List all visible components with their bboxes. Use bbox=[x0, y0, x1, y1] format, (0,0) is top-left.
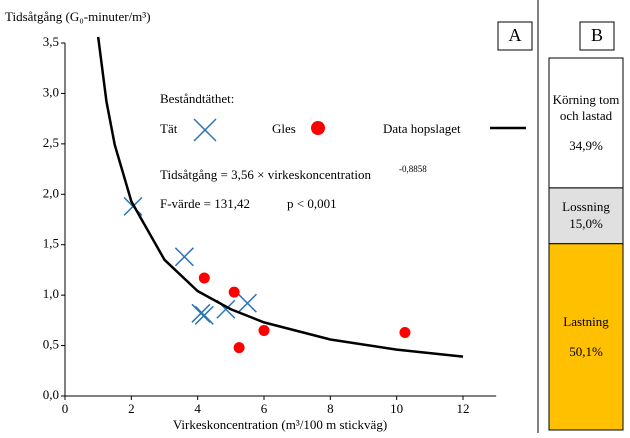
x-marker bbox=[193, 118, 217, 142]
x-stroke bbox=[193, 118, 217, 142]
panel-label: B bbox=[591, 25, 603, 45]
x-tick-label: 2 bbox=[128, 401, 135, 416]
x-tick-label: 12 bbox=[457, 401, 470, 416]
equation: Tidsåtgång = 3,56 × virkeskoncentration bbox=[160, 167, 371, 182]
dot bbox=[258, 324, 270, 336]
x-tick-label: 8 bbox=[327, 401, 334, 416]
dot bbox=[399, 326, 411, 338]
segment-text: Lossning 15,0% bbox=[549, 188, 623, 244]
bar-segment bbox=[548, 57, 624, 189]
legend-dot bbox=[311, 121, 325, 135]
legend-title: Beståndtäthet: bbox=[160, 91, 234, 106]
value-label: 34,9% bbox=[569, 138, 603, 154]
y-tick-label: 2,0 bbox=[43, 185, 59, 200]
segment-name: Körning tom och lastad bbox=[552, 91, 620, 123]
x-tick-label: 0 bbox=[62, 401, 69, 416]
x-stroke bbox=[216, 299, 236, 319]
f-value: F-värde = 131,42 bbox=[160, 196, 250, 211]
segment-text: Lastning 50,1% bbox=[549, 244, 623, 430]
y-tick-label: 0,5 bbox=[43, 337, 59, 352]
x-marker bbox=[237, 293, 257, 313]
x-marker bbox=[194, 305, 214, 325]
x-stroke bbox=[191, 303, 211, 323]
bar-segment bbox=[548, 243, 624, 431]
legend-label: Gles bbox=[272, 121, 296, 136]
fit-curve bbox=[96, 36, 464, 358]
panel-label: A bbox=[509, 25, 522, 45]
x-stroke bbox=[174, 247, 194, 267]
p-value: p < 0,001 bbox=[287, 196, 337, 211]
y-axis-label: Tidsåtgång (G₀-minuter/m³) bbox=[5, 9, 151, 24]
x-axis-label: Virkeskoncentration (m³/100 m stickväg) bbox=[173, 417, 387, 432]
legend-label: Tät bbox=[160, 121, 178, 136]
y-tick-label: 0,0 bbox=[43, 387, 59, 402]
y-tick-label: 1,5 bbox=[43, 236, 59, 251]
panel-box bbox=[497, 21, 533, 51]
x-stroke bbox=[194, 305, 214, 325]
x-stroke bbox=[237, 293, 257, 313]
x-tick-label: 6 bbox=[261, 401, 268, 416]
x-marker bbox=[174, 247, 194, 267]
legend-label: Data hopslaget bbox=[383, 121, 461, 136]
segment-text: Körning tom och lastad 34,9% bbox=[549, 58, 623, 188]
segment-label: Lastning 50,1% bbox=[549, 244, 623, 430]
segment-name: Lossning bbox=[562, 199, 610, 215]
x-tick-label: 4 bbox=[194, 401, 201, 416]
y-tick-label: 1,0 bbox=[43, 286, 59, 301]
segment-label: Körning tom och lastad 34,9% bbox=[549, 58, 623, 188]
y-tick-label: 3,0 bbox=[43, 84, 59, 99]
y-tick-label: 2,5 bbox=[43, 135, 59, 150]
value-label: 15,0% bbox=[569, 215, 603, 231]
equation-exponent: -0,8858 bbox=[399, 164, 427, 174]
dot bbox=[198, 272, 210, 284]
panel-box bbox=[579, 21, 615, 51]
dot bbox=[228, 286, 240, 298]
x-marker bbox=[191, 303, 211, 323]
value-label: 50,1% bbox=[569, 343, 603, 359]
x-tick-label: 10 bbox=[390, 401, 403, 416]
dot bbox=[233, 342, 245, 354]
segment-name: Lastning bbox=[563, 313, 609, 329]
bar-segment bbox=[548, 187, 624, 245]
y-tick-label: 3,5 bbox=[43, 34, 59, 49]
